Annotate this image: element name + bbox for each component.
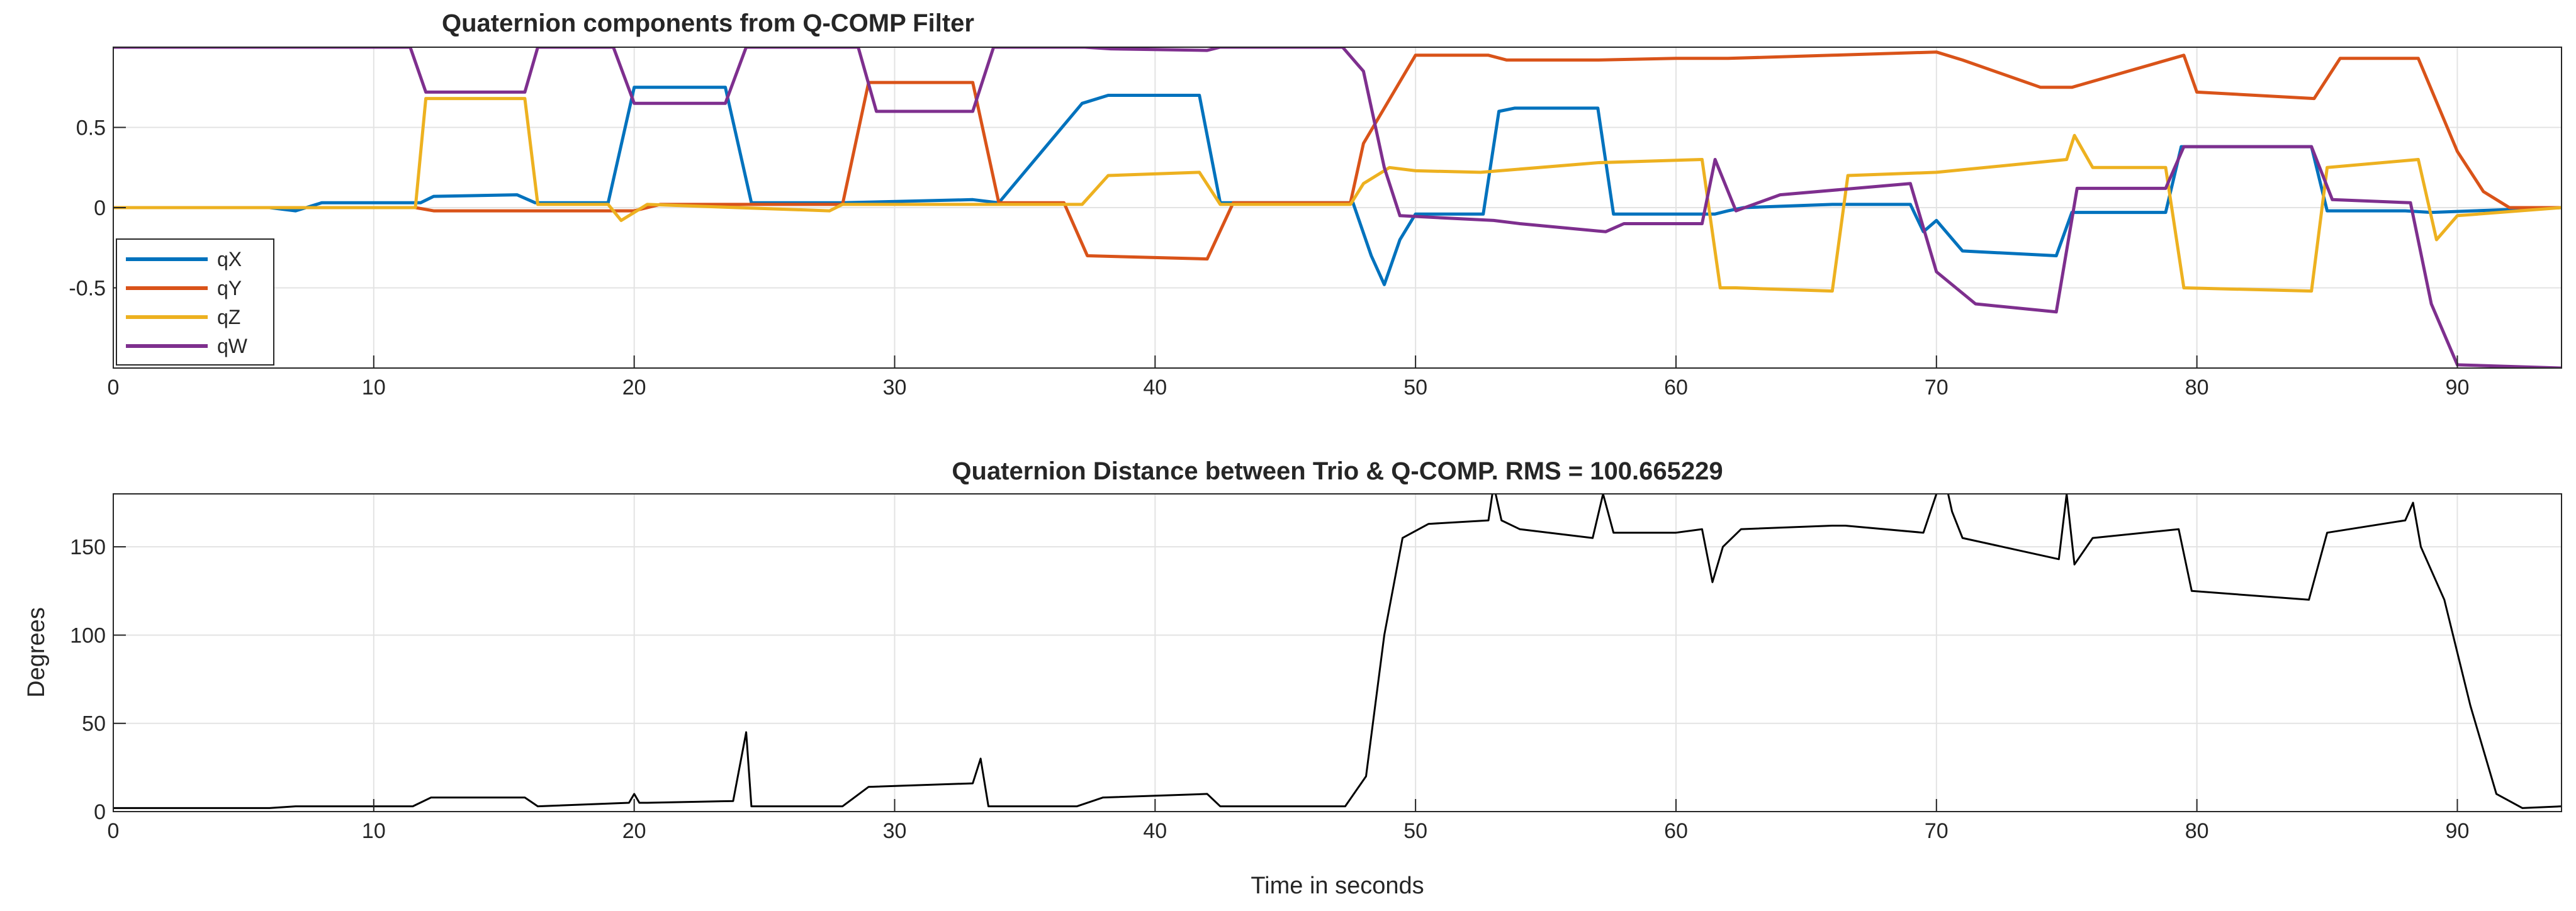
chart-title: Quaternion components from Q-COMP Filter bbox=[442, 9, 974, 37]
x-tick-label: 50 bbox=[1403, 819, 1427, 843]
series-line-qw bbox=[113, 47, 2562, 368]
y-tick-label: 0 bbox=[94, 800, 106, 824]
chart-title: Quaternion Distance between Trio & Q-COM… bbox=[952, 457, 1723, 485]
series-line-distance bbox=[113, 494, 2562, 809]
series-lines bbox=[113, 47, 2562, 368]
x-tick-label: 70 bbox=[1925, 376, 1949, 400]
series-lines bbox=[113, 494, 2562, 809]
x-tick-label: 90 bbox=[2446, 819, 2470, 843]
series-line-qx bbox=[113, 86, 2562, 286]
x-axis-label: Time in seconds bbox=[1251, 873, 1424, 899]
x-tick-label: 30 bbox=[883, 819, 907, 843]
y-tick-label: 0 bbox=[94, 196, 106, 220]
legend-label-qz: qZ bbox=[217, 306, 240, 328]
y-tick-label: 100 bbox=[70, 623, 106, 647]
grid-lines bbox=[113, 47, 2562, 368]
tick-labels: 0 10 20 30 40 50 60 70 80 90 0 50 100 150 bbox=[70, 535, 2469, 843]
x-tick-label: 0 bbox=[108, 376, 120, 400]
x-tick-label: 70 bbox=[1925, 819, 1949, 843]
tick-marks bbox=[113, 546, 2458, 812]
x-tick-label: 0 bbox=[108, 819, 120, 843]
legend-label-qy: qY bbox=[217, 277, 242, 299]
x-tick-label: 30 bbox=[883, 376, 907, 400]
tick-marks bbox=[113, 126, 2458, 368]
x-tick-label: 80 bbox=[2185, 819, 2209, 843]
tick-labels: 0 10 20 30 40 50 60 70 80 90 -0.5 0 0.5 bbox=[69, 116, 2469, 400]
y-tick-label: 50 bbox=[82, 712, 106, 736]
x-tick-label: 20 bbox=[622, 376, 646, 400]
series-line-qy bbox=[113, 50, 2562, 261]
x-tick-label: 40 bbox=[1143, 819, 1167, 843]
legend-label-qw: qW bbox=[217, 335, 248, 357]
x-tick-label: 90 bbox=[2446, 376, 2470, 400]
x-tick-label: 50 bbox=[1403, 376, 1427, 400]
legend: qX qY qZ qW bbox=[116, 238, 274, 366]
y-tick-label: 150 bbox=[70, 535, 106, 559]
x-tick-label: 80 bbox=[2185, 376, 2209, 400]
y-tick-label: -0.5 bbox=[69, 277, 106, 301]
x-tick-label: 60 bbox=[1664, 819, 1688, 843]
subplot-quaternion-components: 0 10 20 30 40 50 60 70 80 90 -0.5 0 0.5 Quaternion c… bbox=[69, 9, 2562, 400]
legend-label-qx: qX bbox=[217, 248, 242, 271]
series-line-qz bbox=[113, 97, 2562, 293]
y-tick-label: 0.5 bbox=[76, 116, 106, 140]
x-tick-label: 10 bbox=[362, 376, 386, 400]
subplot-quaternion-distance: 0 10 20 30 40 50 60 70 80 90 0 50 100 150 Quaternion … bbox=[23, 457, 2562, 899]
x-tick-label: 40 bbox=[1143, 376, 1167, 400]
axes-box bbox=[113, 493, 2562, 812]
x-tick-label: 20 bbox=[622, 819, 646, 843]
x-tick-label: 10 bbox=[362, 819, 386, 843]
y-axis-label: Degrees bbox=[23, 607, 50, 698]
x-tick-label: 60 bbox=[1664, 376, 1688, 400]
axes-background bbox=[113, 494, 2562, 812]
